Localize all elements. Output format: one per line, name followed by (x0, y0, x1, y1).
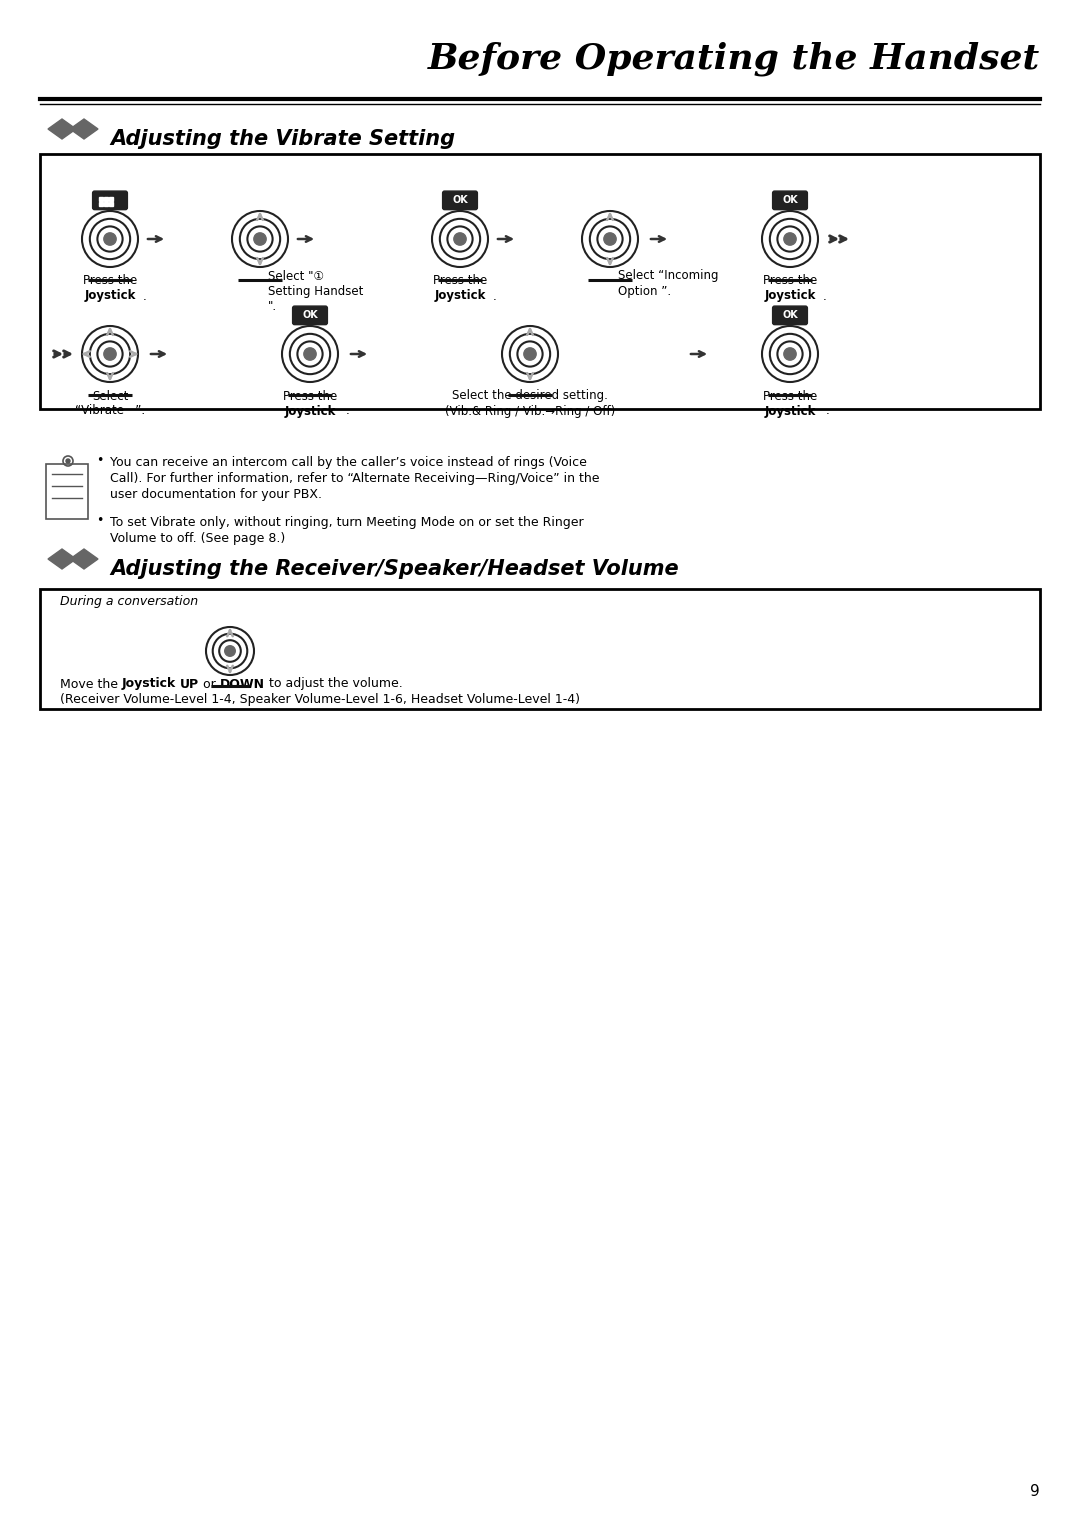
Circle shape (254, 232, 266, 245)
Circle shape (784, 232, 796, 245)
Text: Joystick: Joystick (284, 405, 336, 417)
Text: •: • (96, 454, 104, 466)
Circle shape (454, 232, 467, 245)
FancyBboxPatch shape (99, 202, 103, 206)
Text: Joystick: Joystick (122, 677, 176, 691)
Text: user documentation for your PBX.: user documentation for your PBX. (110, 488, 322, 502)
Circle shape (303, 347, 316, 361)
FancyBboxPatch shape (293, 306, 327, 324)
Text: .: . (826, 405, 829, 417)
Text: Setting Handset: Setting Handset (268, 284, 363, 298)
Text: Adjusting the Vibrate Setting: Adjusting the Vibrate Setting (110, 128, 455, 148)
Text: To set Vibrate only, without ringing, turn Meeting Mode on or set the Ringer: To set Vibrate only, without ringing, tu… (110, 515, 583, 529)
FancyBboxPatch shape (772, 306, 808, 324)
Text: Before Operating the Handset: Before Operating the Handset (428, 41, 1040, 76)
Text: (Vib.& Ring / Vib.→Ring / Off): (Vib.& Ring / Vib.→Ring / Off) (445, 405, 616, 417)
Text: •: • (96, 514, 104, 528)
Polygon shape (70, 549, 98, 569)
Text: Option ”.: Option ”. (618, 284, 671, 298)
FancyBboxPatch shape (109, 197, 113, 200)
Bar (46, 463, 87, 518)
Text: Adjusting the Receiver/Speaker/Headset Volume: Adjusting the Receiver/Speaker/Headset V… (110, 560, 678, 579)
Text: ".: ". (268, 300, 278, 312)
Text: OK: OK (453, 196, 468, 205)
Text: UP: UP (180, 677, 200, 691)
Circle shape (66, 459, 70, 463)
Text: During a conversation: During a conversation (60, 595, 198, 607)
Polygon shape (48, 119, 76, 139)
Text: You can receive an intercom call by the caller’s voice instead of rings (Voice: You can receive an intercom call by the … (110, 456, 586, 469)
Text: .: . (492, 289, 497, 303)
Circle shape (225, 645, 235, 656)
Bar (40, 154, 1040, 408)
Text: Press the: Press the (762, 390, 818, 402)
Text: 9: 9 (1030, 1483, 1040, 1498)
Text: Joystick: Joystick (434, 289, 486, 303)
Text: Press the: Press the (433, 275, 487, 287)
Polygon shape (70, 119, 98, 139)
Text: Call). For further information, refer to “Alternate Receiving—Ring/Voice” in the: Call). For further information, refer to… (110, 472, 599, 485)
Text: OK: OK (782, 310, 798, 321)
Text: Select “Incoming: Select “Incoming (618, 269, 718, 283)
Text: Joystick: Joystick (765, 289, 815, 303)
Circle shape (524, 347, 536, 361)
Circle shape (104, 347, 117, 361)
Text: Press the: Press the (83, 275, 137, 287)
Text: OK: OK (302, 310, 318, 321)
FancyBboxPatch shape (772, 191, 808, 209)
Text: Move the: Move the (60, 677, 122, 691)
Text: to adjust the volume.: to adjust the volume. (265, 677, 403, 691)
FancyBboxPatch shape (99, 197, 103, 200)
FancyBboxPatch shape (93, 191, 127, 209)
Text: or: or (200, 677, 220, 691)
Circle shape (604, 232, 617, 245)
Text: Select the desired setting.: Select the desired setting. (453, 390, 608, 402)
Text: Joystick: Joystick (765, 405, 815, 417)
Polygon shape (48, 549, 76, 569)
Text: “Vibrate   ”.: “Vibrate ”. (75, 405, 145, 417)
Circle shape (784, 347, 796, 361)
Bar (40, 589, 1040, 709)
Text: Joystick: Joystick (84, 289, 136, 303)
FancyBboxPatch shape (105, 197, 108, 200)
Text: .: . (143, 289, 147, 303)
Text: .: . (823, 289, 827, 303)
FancyBboxPatch shape (105, 202, 108, 206)
FancyBboxPatch shape (443, 191, 477, 209)
Text: Press the: Press the (762, 275, 818, 287)
Text: Volume to off. (See page 8.): Volume to off. (See page 8.) (110, 532, 285, 544)
FancyBboxPatch shape (109, 202, 113, 206)
Text: Press the: Press the (283, 390, 337, 402)
Text: .: . (346, 405, 350, 417)
Text: OK: OK (782, 196, 798, 205)
Text: DOWN: DOWN (220, 677, 265, 691)
Text: Select "①: Select "① (268, 269, 324, 283)
Text: Select: Select (92, 390, 129, 402)
Text: (Receiver Volume-Level 1-4, Speaker Volume-Level 1-6, Headset Volume-Level 1-4): (Receiver Volume-Level 1-4, Speaker Volu… (60, 693, 580, 705)
Circle shape (104, 232, 117, 245)
